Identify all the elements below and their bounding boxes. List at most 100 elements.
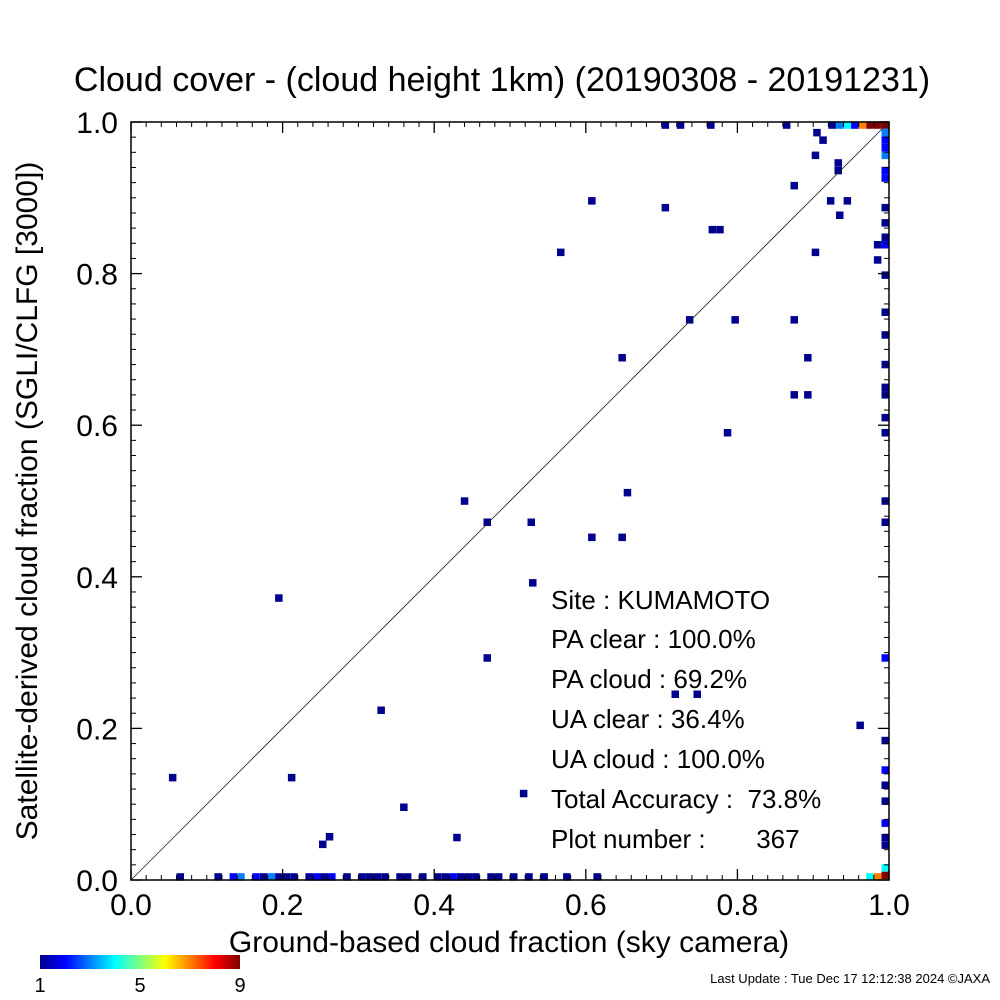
- data-point: [856, 721, 864, 730]
- data-point: [282, 873, 291, 881]
- x-axis-label: Ground-based cloud fraction (sky camera): [229, 926, 789, 959]
- stat-total-accuracy: Total Accuracy : 73.8%: [551, 784, 821, 814]
- data-point: [403, 873, 412, 881]
- data-point: [834, 166, 842, 175]
- data-point: [881, 413, 889, 422]
- data-point: [881, 151, 889, 160]
- y-tick-label: 0.8: [76, 259, 118, 292]
- data-point: [881, 654, 889, 662]
- data-point: [836, 121, 844, 129]
- data-point: [373, 873, 382, 881]
- data-point: [881, 766, 889, 774]
- data-point: [661, 203, 670, 212]
- data-point: [313, 873, 321, 881]
- colorbar: [40, 955, 240, 969]
- last-update-footer: Last Update : Tue Dec 17 12:12:38 2024 ©…: [710, 971, 990, 986]
- data-point: [287, 773, 296, 782]
- data-point: [790, 316, 798, 324]
- data-point: [881, 271, 889, 279]
- data-point: [826, 197, 835, 205]
- data-point: [434, 873, 442, 881]
- data-point: [618, 354, 626, 362]
- data-point: [472, 873, 480, 881]
- data-point: [483, 518, 491, 526]
- data-point: [588, 533, 596, 542]
- data-point: [237, 873, 245, 881]
- data-point: [449, 873, 457, 881]
- data-point: [275, 594, 283, 602]
- data-point: [494, 873, 503, 881]
- data-point: [453, 833, 461, 842]
- data-point: [593, 873, 601, 881]
- data-point: [671, 690, 679, 698]
- data-point: [881, 797, 889, 805]
- data-point: [529, 579, 537, 587]
- data-point: [510, 873, 518, 881]
- data-point: [881, 241, 889, 249]
- data-point: [881, 518, 889, 526]
- data-point: [290, 873, 298, 881]
- data-point: [252, 873, 260, 881]
- data-point: [881, 871, 889, 880]
- data-point: [881, 136, 889, 144]
- y-tick-label: 1.0: [76, 107, 118, 140]
- data-point: [881, 128, 889, 137]
- stat-ua-clear: UA clear : 36.4%: [551, 704, 745, 734]
- stat-pa-cloud: PA cloud : 69.2%: [551, 664, 747, 694]
- data-point: [813, 128, 821, 137]
- data-point: [828, 121, 836, 129]
- data-point: [881, 864, 889, 872]
- x-tick-label: 0.4: [413, 889, 455, 922]
- data-point: [275, 873, 283, 881]
- data-point: [881, 819, 889, 827]
- data-point: [540, 873, 548, 881]
- data-point: [343, 873, 351, 881]
- y-tick-label: 0.4: [76, 562, 118, 595]
- data-point: [873, 873, 882, 881]
- data-point: [881, 781, 889, 789]
- data-point: [836, 211, 844, 219]
- data-point: [881, 308, 889, 316]
- data-point: [881, 331, 889, 339]
- data-point: [661, 121, 670, 129]
- data-point: [457, 873, 465, 881]
- data-point: [811, 248, 820, 257]
- stat-pa-clear: PA clear : 100.0%: [551, 624, 756, 654]
- data-point: [319, 840, 327, 849]
- data-point: [366, 873, 374, 881]
- data-point: [881, 166, 889, 175]
- stat-ua-cloud: UA cloud : 100.0%: [551, 744, 765, 774]
- stat-site: Site : KUMAMOTO: [551, 585, 770, 615]
- data-point: [328, 873, 336, 881]
- data-point: [623, 488, 632, 497]
- x-tick-label: 0.0: [110, 889, 152, 922]
- data-point: [685, 316, 694, 324]
- data-point: [377, 706, 385, 714]
- data-point: [866, 873, 874, 881]
- data-point: [618, 533, 626, 542]
- data-point: [325, 833, 334, 841]
- data-point: [723, 429, 732, 437]
- one-to-one-reference-line: [130, 121, 890, 881]
- data-point: [400, 803, 408, 811]
- data-point: [811, 151, 820, 160]
- x-tick-label: 1.0: [868, 889, 910, 922]
- chart-title: Cloud cover - (cloud height 1km) (201903…: [74, 61, 930, 99]
- data-point: [881, 841, 889, 849]
- colorbar-tick-max: 9: [234, 975, 245, 997]
- data-point: [396, 873, 404, 881]
- data-point: [176, 873, 184, 881]
- data-point: [588, 197, 596, 205]
- data-point: [881, 429, 889, 437]
- data-point: [483, 654, 491, 662]
- data-point: [519, 789, 528, 798]
- data-point: [716, 225, 724, 234]
- data-point: [707, 121, 715, 129]
- data-point: [866, 121, 874, 129]
- data-point: [819, 136, 827, 144]
- data-point: [881, 383, 889, 392]
- data-point: [858, 121, 867, 129]
- axis-ticks: 0.0 0.2 0.4 0.6 0.8 1.0 0.0 0.2 0.4 0.6 0.8 1.0: [76, 107, 910, 922]
- data-points: [168, 121, 889, 881]
